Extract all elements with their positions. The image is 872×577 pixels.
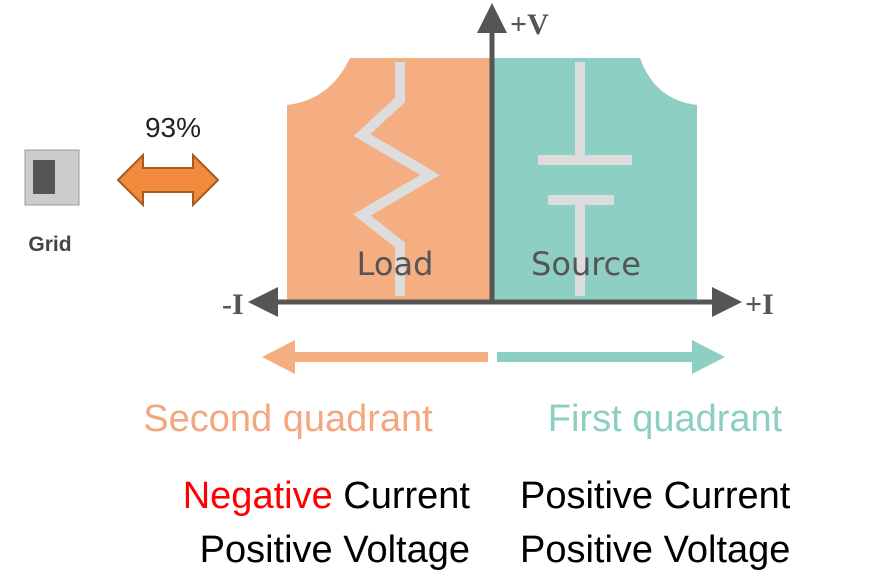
resistor-symbol — [353, 62, 440, 296]
source-arrow-head — [692, 340, 725, 374]
load-label: Load — [357, 245, 434, 283]
source-region — [492, 58, 697, 302]
source-label: Source — [531, 245, 641, 283]
bidirectional-arrow — [116, 152, 220, 208]
current-word: Current — [343, 475, 470, 517]
v-axis-label: +V — [510, 8, 549, 41]
capacitor-symbol — [538, 62, 632, 296]
neg-i-label: -I — [222, 288, 244, 321]
grid-label: Grid — [28, 233, 71, 256]
efficiency-label: 93% — [145, 112, 201, 143]
first-quadrant: First quadrant — [548, 398, 783, 440]
pos-i-label: +I — [745, 288, 774, 321]
load-voltage: Positive Voltage — [200, 529, 470, 571]
current-sign: Negative — [183, 475, 333, 517]
second-quadrant: Second quadrant — [143, 398, 433, 440]
load-arrow-head — [262, 340, 295, 374]
grid-icon-panel — [33, 160, 55, 194]
source-voltage: Positive Voltage — [520, 529, 790, 571]
load-region — [287, 58, 492, 302]
load-current: Negative Current — [183, 475, 471, 517]
source-current: Positive Current — [520, 475, 791, 517]
